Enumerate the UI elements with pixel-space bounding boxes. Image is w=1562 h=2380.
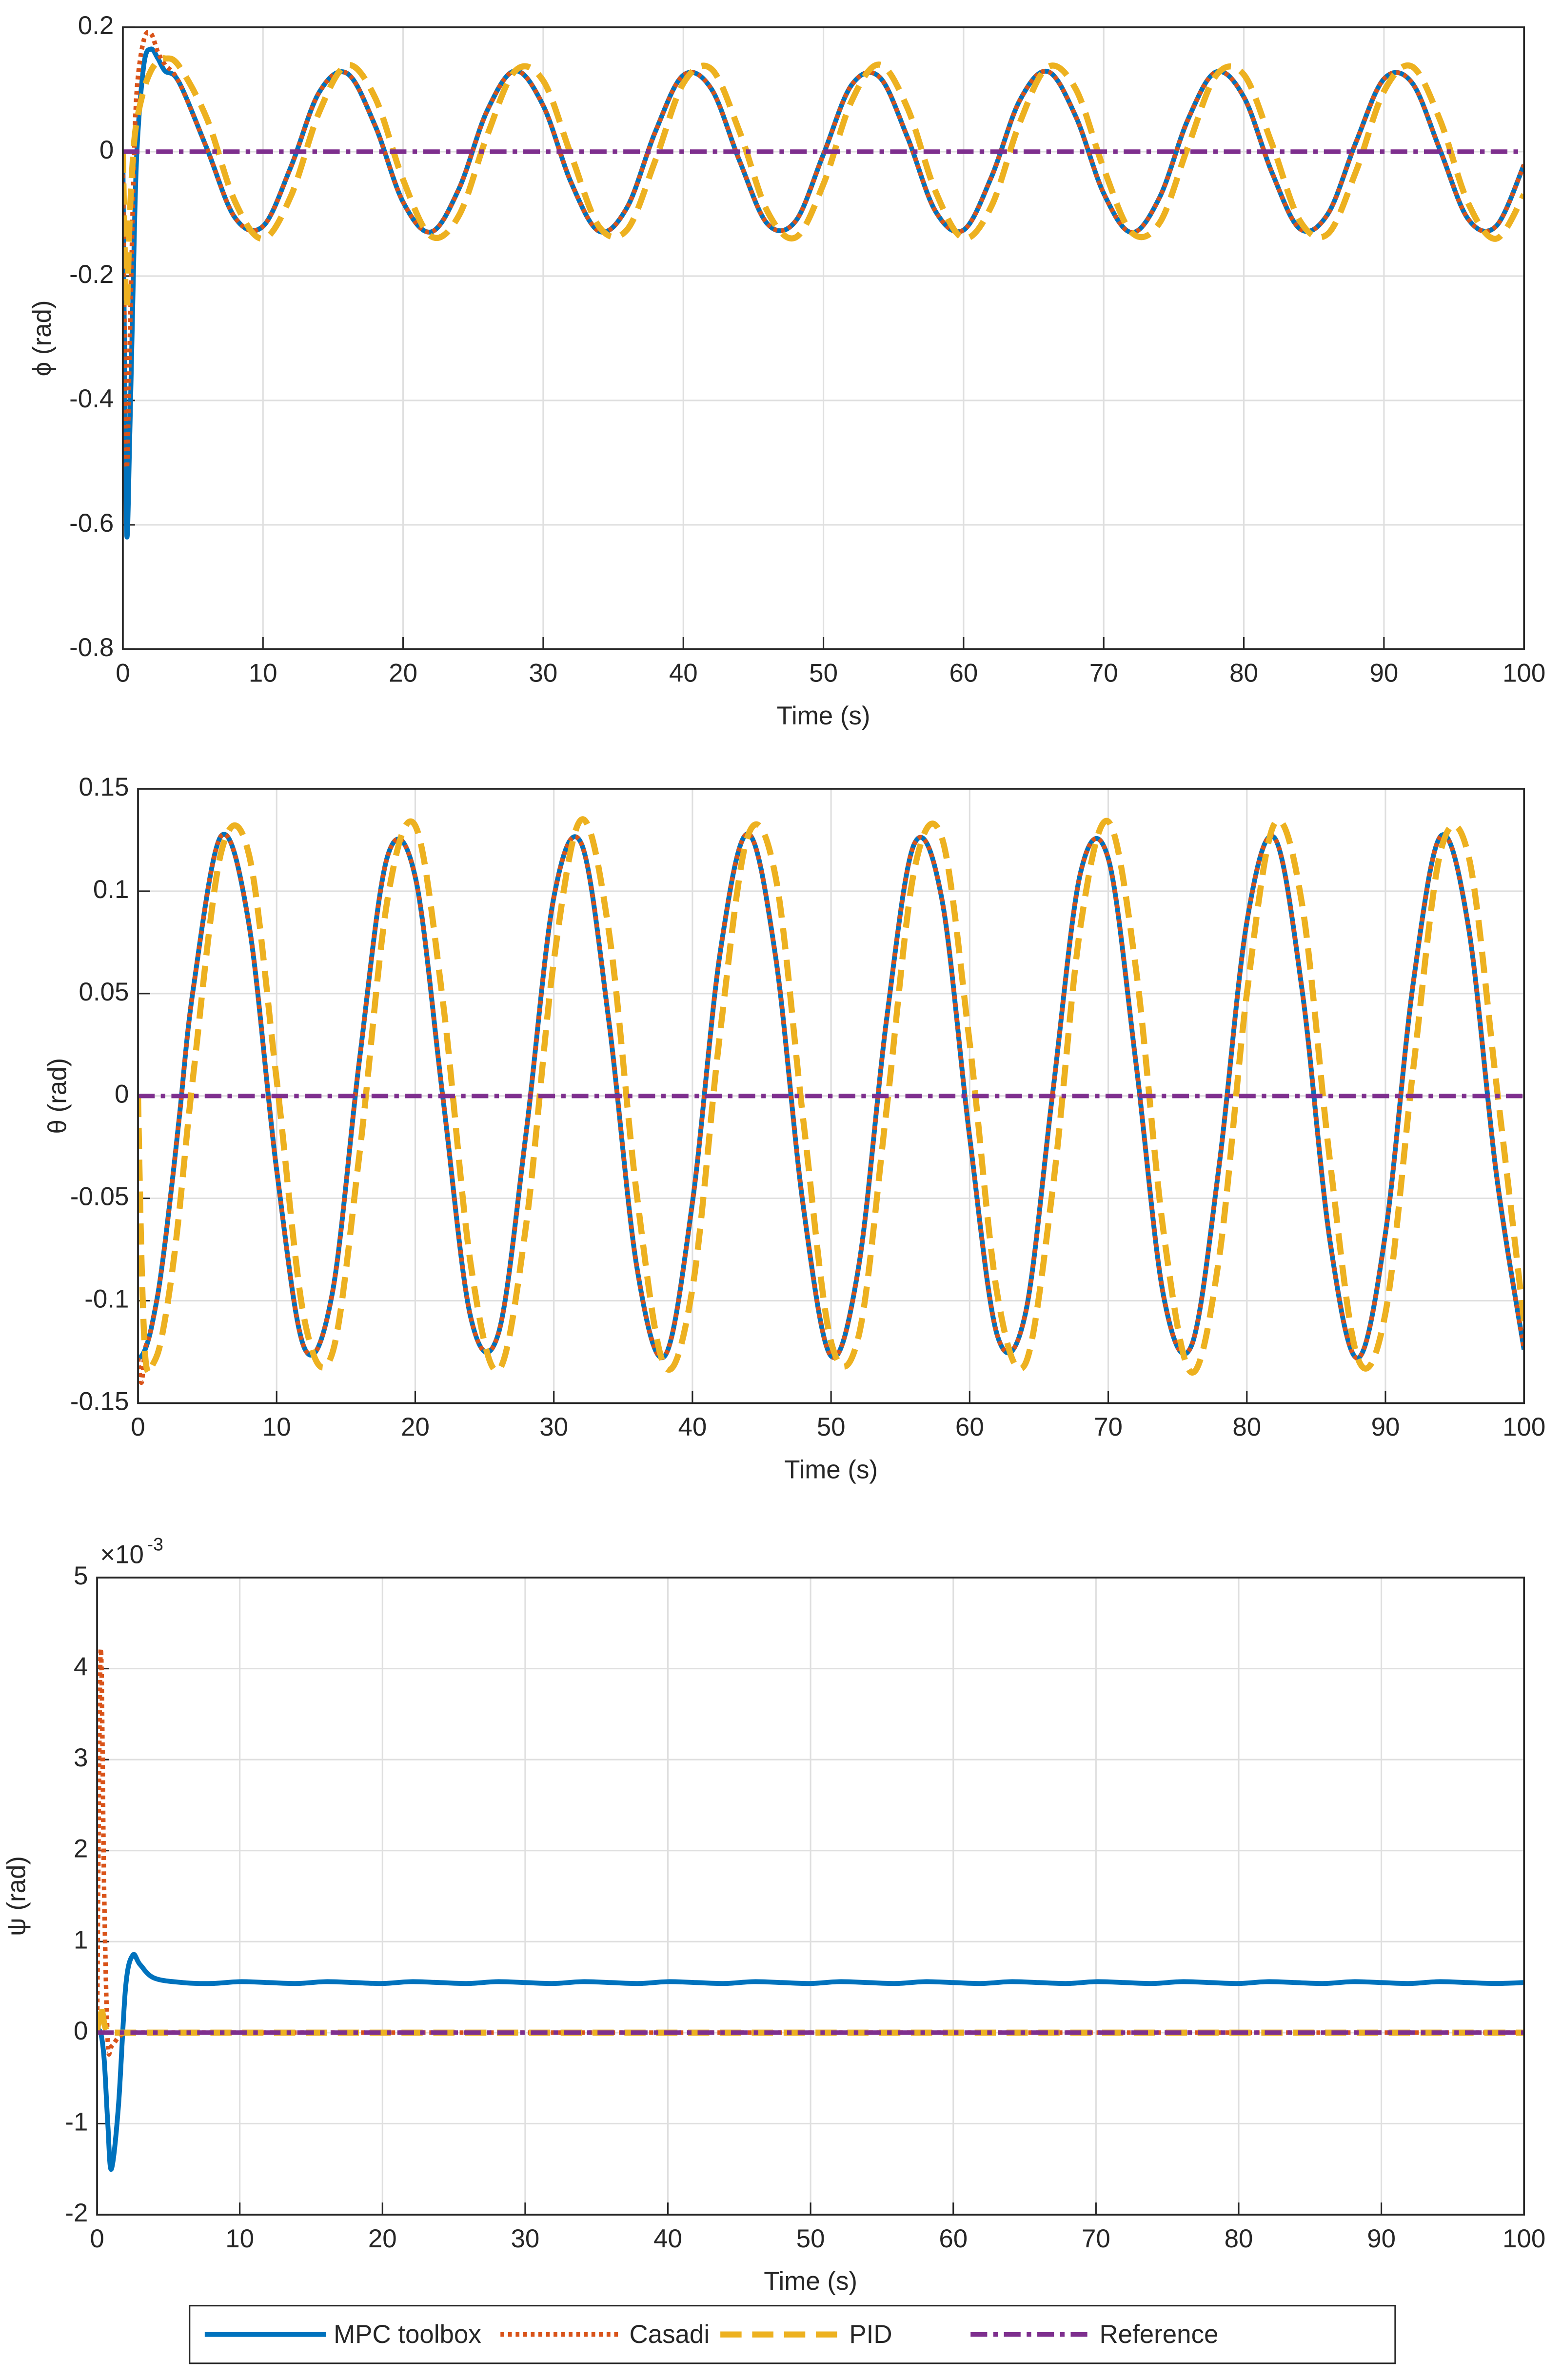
series-group [138,816,1524,1385]
x-tick-label: 30 [511,2224,540,2253]
x-tick-label: 0 [90,2224,104,2253]
series-line [122,30,1524,471]
axes: 0 10 20 30 40 50 60 70 80 90 100 -0.8 -0.6 -0.4 -0.2 0 0… [28,11,1545,730]
x-tick-label: 40 [669,659,698,688]
y-tick-label: 1 [74,1925,88,1954]
x-tick-label: 70 [1089,659,1118,688]
series-line [122,55,1524,311]
x-tick-label: 70 [1082,2224,1110,2253]
x-tick-label: 40 [653,2224,682,2253]
x-tick-label: 50 [817,1413,846,1441]
y-tick-label: 0.1 [93,875,129,904]
y-tick-label: -0.4 [69,384,114,413]
y-tick-label: -0.05 [70,1182,129,1211]
y-tick-label: -2 [65,2199,88,2227]
x-tick-label: 0 [116,659,130,688]
x-axis-label: Time (s) [764,2267,857,2296]
x-tick-label: 20 [368,2224,397,2253]
series-group [122,30,1524,540]
x-tick-label: 70 [1094,1413,1123,1441]
y-tick-label: 0.2 [78,11,114,40]
x-axis-label: Time (s) [777,701,870,730]
x-tick-label: 10 [249,659,277,688]
axes-box [137,788,1525,1404]
x-tick-label: 0 [131,1413,145,1441]
x-tick-label: 90 [1367,2224,1396,2253]
x-tick-label: 100 [1503,1413,1545,1441]
y-axis-label: ψ (rad) [2,1856,31,1936]
y-tick-label: 0.05 [79,978,129,1006]
x-tick-label: 90 [1371,1413,1400,1441]
y-tick-label: -0.15 [70,1387,129,1416]
y-multiplier-exponent: -3 [147,1534,163,1555]
legend-label: PID [849,2320,892,2349]
y-tick-label: -0.2 [69,260,114,289]
x-tick-label: 20 [401,1413,430,1441]
series-line [97,1952,1524,2172]
y-tick-label: 3 [74,1743,88,1772]
series-group [97,1646,1524,2172]
axes: 0 10 20 30 40 50 60 70 80 90 100 -0.15 -0.1 -0.05 0 0.0… [43,773,1545,1484]
x-tick-label: 30 [529,659,558,688]
y-tick-label: 0 [74,2017,88,2045]
x-tick-label: 30 [539,1413,568,1441]
y-multiplier: ×10 [100,1540,144,1569]
legend: MPC toolbox Casadi PID Reference [189,2305,1396,2364]
x-tick-label: 60 [949,659,978,688]
x-tick-label: 40 [678,1413,707,1441]
y-tick-label: 4 [74,1653,88,1681]
y-axis-label: θ (rad) [43,1058,72,1134]
y-tick-label: -1 [65,2107,88,2136]
y-tick-label: 0.15 [79,773,129,801]
axes-box [96,1577,1525,2216]
axes: 0 10 20 30 40 50 60 70 80 90 100 -2 -1 0 1 2 3 4 5 Time (s)… [2,1534,1545,2296]
y-axis-label: ϕ (rad) [28,300,57,376]
x-tick-label: 80 [1232,1413,1261,1441]
legend-label: Casadi [630,2320,710,2349]
series-line [138,816,1524,1376]
axes-box [122,26,1525,650]
x-tick-label: 90 [1369,659,1398,688]
x-tick-label: 60 [939,2224,968,2253]
legend-label: MPC toolbox [334,2320,481,2349]
y-tick-label: -0.6 [69,509,114,538]
x-tick-label: 20 [389,659,417,688]
x-tick-label: 80 [1225,2224,1253,2253]
x-tick-label: 60 [955,1413,984,1441]
x-axis-label: Time (s) [784,1455,878,1484]
x-tick-label: 10 [262,1413,291,1441]
y-tick-label: 2 [74,1835,88,1863]
y-tick-label: 0 [115,1080,129,1109]
x-tick-label: 100 [1503,2224,1545,2253]
x-tick-label: 50 [796,2224,825,2253]
x-tick-label: 100 [1503,659,1545,688]
x-tick-label: 80 [1229,659,1258,688]
x-tick-label: 10 [225,2224,254,2253]
legend-label: Reference [1100,2320,1219,2349]
y-tick-label: -0.8 [69,633,114,662]
y-tick-label: 5 [74,1561,88,1590]
x-tick-label: 50 [809,659,838,688]
series-line [138,831,1524,1385]
y-tick-label: -0.1 [84,1284,129,1313]
y-tick-label: 0 [99,136,114,164]
